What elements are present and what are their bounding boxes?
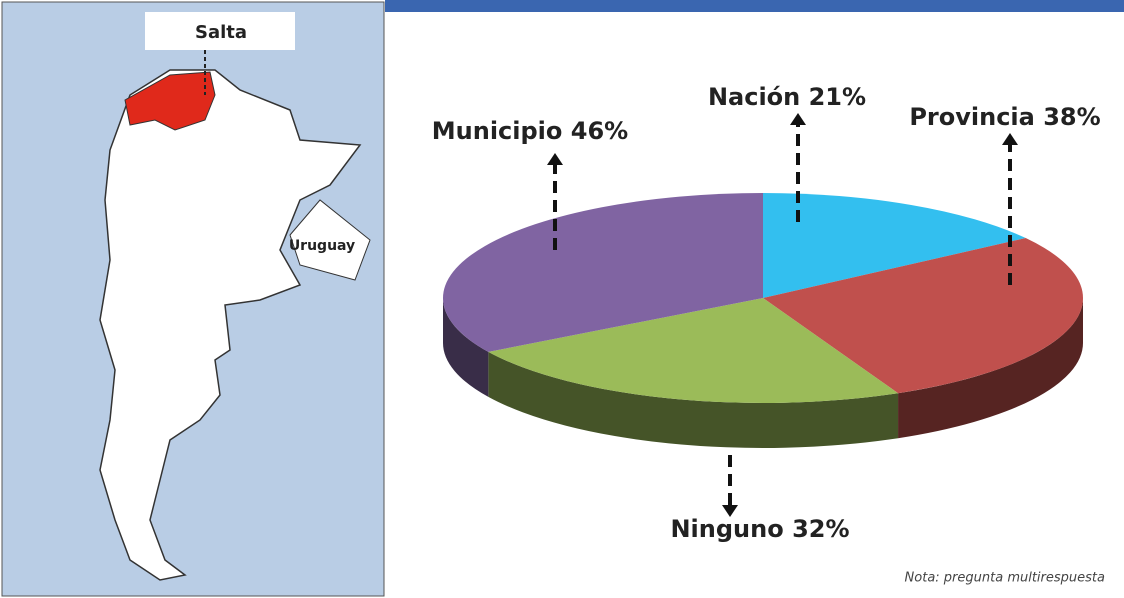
slice bbox=[443, 193, 763, 352]
slice-value: 38% bbox=[1043, 103, 1100, 131]
salta-box bbox=[145, 12, 295, 50]
slice-name: Municipio bbox=[432, 117, 563, 145]
slice-side bbox=[898, 298, 1083, 439]
salta-region bbox=[124, 71, 216, 131]
slice-name: Ninguno bbox=[670, 515, 783, 543]
slice bbox=[763, 238, 1083, 394]
slice-name: Provincia bbox=[909, 103, 1035, 131]
argentina-map bbox=[99, 69, 362, 581]
map-label: Uruguay bbox=[289, 238, 355, 254]
slice-side bbox=[488, 351, 899, 448]
map-label: Salta bbox=[195, 22, 247, 43]
header-bar bbox=[385, 0, 1124, 12]
arrowhead bbox=[790, 113, 806, 125]
slice-label: Provincia 38% bbox=[909, 103, 1100, 131]
arrowhead bbox=[1002, 133, 1018, 145]
slice-value: 21% bbox=[809, 83, 866, 111]
slice-value: 32% bbox=[792, 515, 849, 543]
slice bbox=[488, 298, 899, 403]
slice bbox=[763, 193, 1026, 298]
slice-label: Municipio 46% bbox=[432, 117, 628, 145]
slice-value: 46% bbox=[571, 117, 628, 145]
note: Nota: pregunta multirespuesta bbox=[905, 571, 1105, 586]
slice-side bbox=[443, 298, 489, 397]
arrowhead bbox=[547, 153, 563, 165]
slice-label: Nación 21% bbox=[708, 83, 866, 111]
uruguay bbox=[289, 199, 371, 281]
slice-name: Nación bbox=[708, 83, 800, 111]
arrowhead bbox=[722, 505, 738, 517]
slice-label: Ninguno 32% bbox=[670, 515, 849, 543]
